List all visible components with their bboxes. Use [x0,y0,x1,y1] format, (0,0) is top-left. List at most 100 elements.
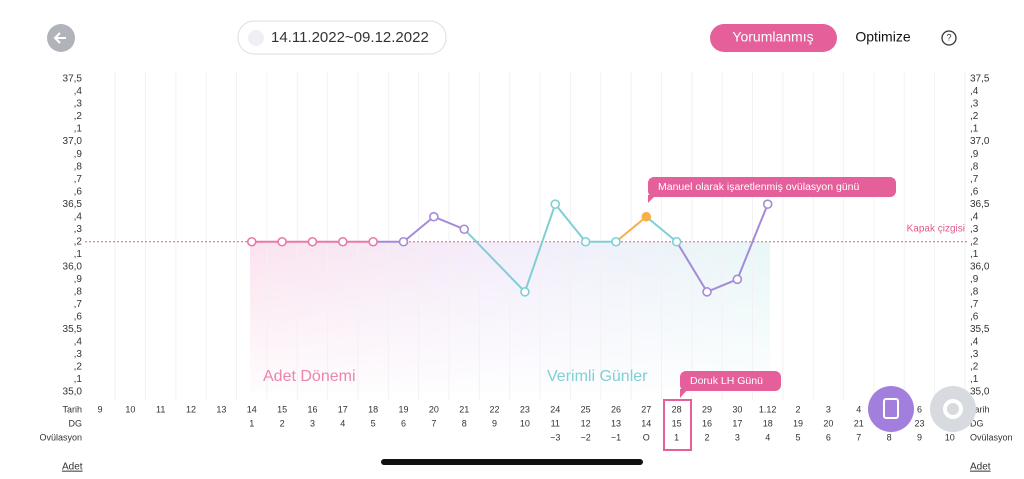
row-label: Ovülasyon [39,432,82,442]
ovulation-label: 10 [945,432,955,442]
home-indicator [381,459,643,465]
categories-label: 1.12 [759,404,777,414]
ovulation-label: −1 [611,432,621,442]
date-range-box[interactable] [237,20,447,55]
line-segment [402,215,435,243]
temp-point [368,236,378,247]
y-tick-label: ,3 [74,99,83,110]
ovulation-label: 8 [887,432,892,442]
temp-point [641,211,652,222]
categories-label: 29 [702,404,712,414]
y2-tick-label: ,3 [970,224,979,235]
yorum-button[interactable] [710,24,837,52]
ovulation-label: O [643,432,650,442]
ovulation-label: 4 [765,432,770,442]
line-segment [615,215,647,243]
y-tick-label: ,8 [74,286,83,297]
line-segment [675,241,708,293]
y-tick-label: ,7 [74,174,83,185]
categories-label: 21 [459,404,469,414]
temp-point [702,287,712,297]
dg-label: 13 [611,418,621,428]
ovulation-label: 2 [704,432,709,442]
y2-tick-label: ,8 [970,161,979,172]
ovulation-label: 7 [856,432,861,442]
categories-label: 11 [156,404,165,414]
categories-label: 2 [796,404,801,414]
dg-label: 8 [462,418,467,428]
notes-button[interactable] [868,386,914,432]
y2-tick-label: ,6 [970,312,979,323]
y2-tick-label: ,1 [970,124,979,135]
temp-point [277,236,287,247]
categories-label: 14 [247,404,257,414]
temp-point [732,274,743,285]
categories-label: 18 [368,404,378,414]
coverline-label: Kapak çizgisi [907,223,965,234]
categories-label: 3 [826,404,831,414]
line-segment [433,215,465,231]
categories-label: 6 [917,404,922,414]
y-tick-label: 35,5 [63,324,83,335]
categories-label: 16 [307,404,317,414]
adet-label-right: Adet [970,462,991,473]
y2-tick-label: ,2 [970,362,979,373]
y-tick-label: ,3 [74,224,83,235]
ovulation-label: 3 [735,432,740,442]
y-tick-label: ,2 [74,362,83,373]
y-tick-label: ,1 [74,249,83,260]
date-range: 14.11.2022~09.12.2022 [271,29,429,46]
y-tick-label: ,9 [74,274,83,285]
help-q: ? [946,32,951,42]
optimize-label[interactable]: Optimize [855,29,910,45]
ovulation-label: 6 [826,432,831,442]
dg-label: 21 [854,418,864,428]
temp-point [429,211,439,222]
temp-point [459,224,470,235]
date-icon [248,30,264,46]
categories-label: 27 [641,404,651,414]
y-tick-label: 35,0 [63,387,83,398]
row-label: Tarih [62,404,82,414]
y2-tick-label: ,4 [970,337,979,348]
y-tick-label: ,4 [74,86,83,97]
lh-callout [680,371,781,391]
y2-tick-label: 36,0 [970,261,990,272]
y2-tick-label: 36,5 [970,199,990,210]
help-icon[interactable] [941,30,957,46]
temp-point [337,236,348,247]
dg-label: 12 [581,418,591,428]
categories-label: 23 [520,404,530,414]
manual-text: Manuel olarak işaretlenmiş ovülasyon gün… [658,181,860,193]
ovulation-label: 1 [674,432,679,442]
y2-tick-label: ,1 [970,249,979,260]
row-label-right: DG [970,418,984,428]
temp-point [550,199,561,209]
line-segment [736,203,769,280]
lh-text: Doruk LH Günü [690,375,763,387]
temp-point [246,236,257,247]
y-tick-label: ,1 [74,124,83,135]
y-tick-label: 36,0 [63,261,83,272]
yorum-label: Yorumlanmış [732,29,813,45]
y-tick-label: 36,5 [63,199,83,210]
y-tick-label: ,9 [74,149,83,160]
y2-tick-label: ,4 [970,211,979,222]
ovulation-label: 9 [917,432,922,442]
categories-label: 13 [216,404,226,414]
y-tick-label: ,8 [74,161,83,172]
categories-label: 9 [97,404,102,414]
y-tick-label: 37,0 [63,136,83,147]
manual-callout [648,177,896,197]
manual-pointer [648,195,656,203]
temp-point [671,236,682,247]
y2-tick-label: ,2 [970,236,979,247]
categories-label: 25 [581,404,591,414]
dg-label: 10 [520,418,530,428]
y-tick-label: ,4 [74,211,83,222]
dg-label: 20 [823,418,833,428]
dg-label: 14 [641,418,651,428]
settings-button[interactable] [930,386,976,432]
